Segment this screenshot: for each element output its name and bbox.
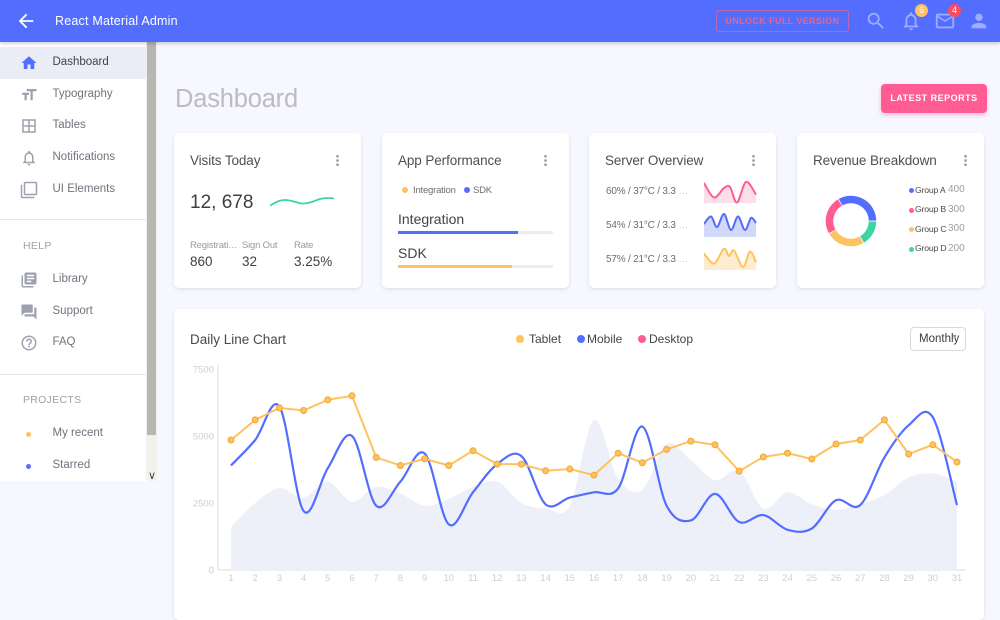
svg-text:19: 19 xyxy=(661,573,672,584)
svg-text:5000: 5000 xyxy=(193,432,214,443)
svg-text:5: 5 xyxy=(325,573,330,584)
svg-text:9: 9 xyxy=(422,573,427,584)
svg-text:25: 25 xyxy=(807,573,818,584)
svg-text:6: 6 xyxy=(349,573,354,584)
svg-text:14: 14 xyxy=(540,573,551,584)
svg-text:26: 26 xyxy=(831,573,842,584)
svg-text:29: 29 xyxy=(903,573,914,584)
svg-text:2500: 2500 xyxy=(193,499,214,510)
svg-text:28: 28 xyxy=(879,573,890,584)
svg-text:23: 23 xyxy=(758,573,769,584)
svg-text:3: 3 xyxy=(277,573,282,584)
svg-text:11: 11 xyxy=(468,573,478,584)
svg-text:2: 2 xyxy=(253,573,258,584)
svg-text:15: 15 xyxy=(565,573,576,584)
svg-text:31: 31 xyxy=(952,573,963,584)
svg-text:20: 20 xyxy=(686,573,697,584)
svg-text:27: 27 xyxy=(855,573,866,584)
svg-text:21: 21 xyxy=(710,573,721,584)
svg-text:30: 30 xyxy=(928,573,939,584)
svg-text:0: 0 xyxy=(208,566,214,577)
svg-text:7500: 7500 xyxy=(193,365,214,376)
svg-text:13: 13 xyxy=(516,573,527,584)
svg-text:8: 8 xyxy=(398,573,403,584)
svg-text:4: 4 xyxy=(301,573,306,584)
svg-text:12: 12 xyxy=(492,573,503,584)
svg-text:7: 7 xyxy=(374,573,379,584)
svg-text:10: 10 xyxy=(444,573,455,584)
svg-text:24: 24 xyxy=(782,573,793,584)
svg-text:17: 17 xyxy=(613,573,624,584)
svg-text:1: 1 xyxy=(228,573,233,584)
svg-text:18: 18 xyxy=(637,573,648,584)
svg-text:22: 22 xyxy=(734,573,745,584)
svg-text:16: 16 xyxy=(589,573,600,584)
